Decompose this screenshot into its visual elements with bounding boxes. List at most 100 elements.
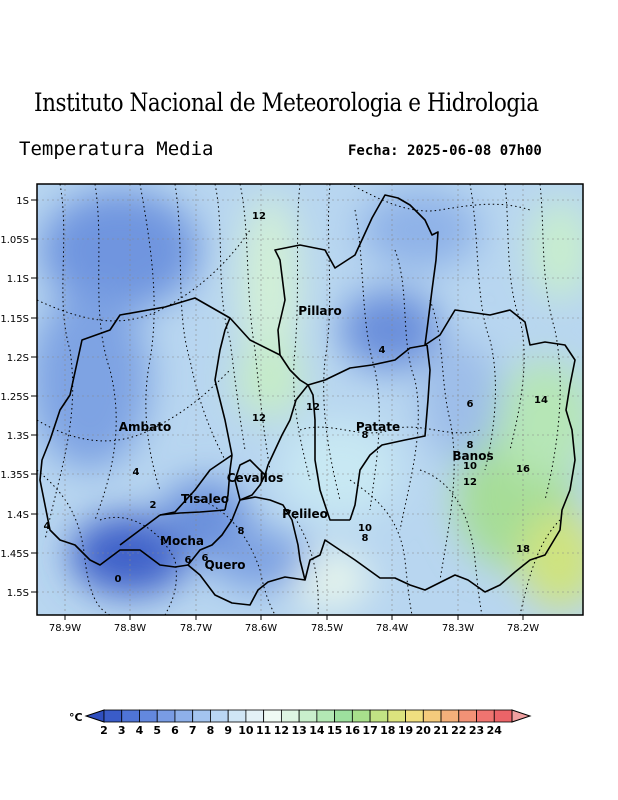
contour-label: 6 bbox=[185, 555, 192, 566]
contour-label: 4 bbox=[133, 467, 140, 478]
colorbar-cell bbox=[245, 709, 265, 723]
colorbar-cell bbox=[227, 709, 247, 723]
lat-tick: 1.25S bbox=[0, 392, 29, 403]
contour-label: 10 bbox=[463, 461, 477, 472]
colorbar-tick: 16 bbox=[345, 724, 361, 737]
lon-tick: 78.6W bbox=[245, 623, 277, 634]
colorbar-cell bbox=[156, 709, 176, 723]
contour-label: 14 bbox=[534, 395, 548, 406]
lon-tick: 78.5W bbox=[311, 623, 343, 634]
colorbar-cell bbox=[387, 709, 406, 723]
contour-label: 12 bbox=[252, 413, 266, 424]
colorbar-tick: 22 bbox=[451, 724, 466, 737]
contour-label: 12 bbox=[252, 211, 266, 222]
contour-label: 6 bbox=[202, 553, 209, 564]
contour-label: 6 bbox=[467, 399, 474, 410]
lat-tick: 1S bbox=[16, 196, 29, 207]
place-label-pillaro: Pillaro bbox=[298, 304, 341, 318]
colorbar-tick: 17 bbox=[362, 724, 377, 737]
contour-label: 12 bbox=[306, 402, 320, 413]
lon-tick-marks bbox=[64, 615, 524, 620]
colorbar-tick: 10 bbox=[238, 724, 254, 737]
colorbar-cell bbox=[139, 709, 158, 723]
colorbar-tick: 20 bbox=[416, 724, 432, 737]
lat-tick: 1.5S bbox=[7, 588, 29, 599]
colorbar-tick: 3 bbox=[118, 724, 126, 737]
colorbar-cell bbox=[351, 709, 371, 723]
grid-lines bbox=[37, 184, 583, 615]
colorbar-unit: °C bbox=[69, 711, 83, 724]
contour-label: 8 bbox=[238, 526, 245, 537]
colorbar-tick: 24 bbox=[487, 724, 503, 737]
colorbar-tick: 6 bbox=[171, 724, 179, 737]
colorbar-cell bbox=[493, 709, 513, 723]
colorbar-tick: 15 bbox=[327, 724, 342, 737]
place-labels: Pillaro Ambato Patate Banos Cevallos Tis… bbox=[119, 304, 494, 572]
lat-tick: 1.2S bbox=[7, 353, 29, 364]
colorbar-cell bbox=[103, 709, 123, 723]
lat-tick: 1.05S bbox=[0, 235, 29, 246]
lon-tick: 78.7W bbox=[180, 623, 212, 634]
colorbar-cell bbox=[210, 709, 229, 723]
colorbar-cell bbox=[405, 709, 424, 723]
lon-axis: 78.9W 78.8W 78.7W 78.6W 78.5W 78.4W 78.3… bbox=[49, 623, 539, 634]
colorbar-tick: 7 bbox=[189, 724, 197, 737]
colorbar-labels: 2 3 4 5 6 7 8 9 10 11 12 13 14 15 16 17 18 19 20 21 22 23 24 bbox=[100, 724, 502, 737]
colorbar-cell bbox=[174, 709, 194, 723]
colorbar-tick: 13 bbox=[291, 724, 306, 737]
lat-tick: 1.15S bbox=[0, 314, 29, 325]
place-label-patate: Patate bbox=[356, 420, 400, 434]
colorbar-max-arrow bbox=[511, 709, 532, 723]
temperature-field bbox=[37, 184, 583, 615]
contour-label: 4 bbox=[44, 521, 51, 532]
place-label-quero: Quero bbox=[204, 558, 245, 572]
colorbar-cell bbox=[369, 709, 389, 723]
colorbar-cell bbox=[422, 709, 442, 723]
colorbar-cell bbox=[334, 709, 353, 723]
colorbar-cell bbox=[263, 709, 282, 723]
contour-label: 18 bbox=[516, 544, 530, 555]
place-label-banos: Banos bbox=[452, 449, 493, 463]
colorbar-min-arrow bbox=[84, 709, 105, 723]
lat-tick: 1.45S bbox=[0, 549, 29, 560]
colorbar-cell bbox=[298, 709, 318, 723]
contour-label: 12 bbox=[463, 477, 477, 488]
lat-tick: 1.3S bbox=[7, 431, 29, 442]
lat-tick: 1.35S bbox=[0, 470, 29, 481]
colorbar-tick: 5 bbox=[153, 724, 161, 737]
map-frame bbox=[36, 183, 584, 616]
contour-label: 8 bbox=[362, 533, 369, 544]
province-outline bbox=[39, 194, 576, 606]
lon-tick: 78.8W bbox=[114, 623, 146, 634]
colorbar-tick: 2 bbox=[100, 724, 108, 737]
lon-tick: 78.9W bbox=[49, 623, 81, 634]
lat-tick-marks bbox=[31, 199, 37, 593]
colorbar-cell bbox=[458, 709, 477, 723]
place-label-pelileo: Pelileo bbox=[282, 507, 328, 521]
colorbar-tick: 23 bbox=[469, 724, 484, 737]
date-label: Fecha: 2025-06-08 07h00 bbox=[348, 143, 542, 159]
colorbar-tick: 11 bbox=[256, 724, 271, 737]
place-label-tisaleo: Tisaleo bbox=[181, 492, 229, 506]
colorbar-tick: 14 bbox=[309, 724, 325, 737]
contour-label: 8 bbox=[362, 430, 369, 441]
isotherm-lines bbox=[37, 184, 561, 615]
lat-tick: 1.1S bbox=[7, 274, 29, 285]
lon-tick: 78.2W bbox=[507, 623, 539, 634]
contour-label: 0 bbox=[115, 574, 122, 585]
contour-label: 4 bbox=[379, 345, 386, 356]
colorbar-tick: 12 bbox=[274, 724, 289, 737]
place-label-cevallos: Cevallos bbox=[227, 471, 283, 485]
colorbar-tick: 8 bbox=[207, 724, 215, 737]
lat-axis: 1S 1.05S 1.1S 1.15S 1.2S 1.25S 1.3S 1.35… bbox=[0, 196, 29, 599]
lon-tick: 78.3W bbox=[442, 623, 474, 634]
contour-label: 8 bbox=[467, 440, 474, 451]
contour-label: 16 bbox=[516, 464, 530, 475]
colorbar-cell bbox=[192, 709, 211, 723]
colorbar-tick: 9 bbox=[224, 724, 232, 737]
colorbar: °C 2 3 4 5 6 7 8 9 10 11 12 13 14 15 16 17 18 19 20 21 22 23 2… bbox=[69, 709, 532, 737]
colorbar-cell bbox=[476, 709, 495, 723]
contour-label: 2 bbox=[150, 500, 157, 511]
page-title: Instituto Nacional de Meteorologia e Hid… bbox=[34, 88, 539, 117]
